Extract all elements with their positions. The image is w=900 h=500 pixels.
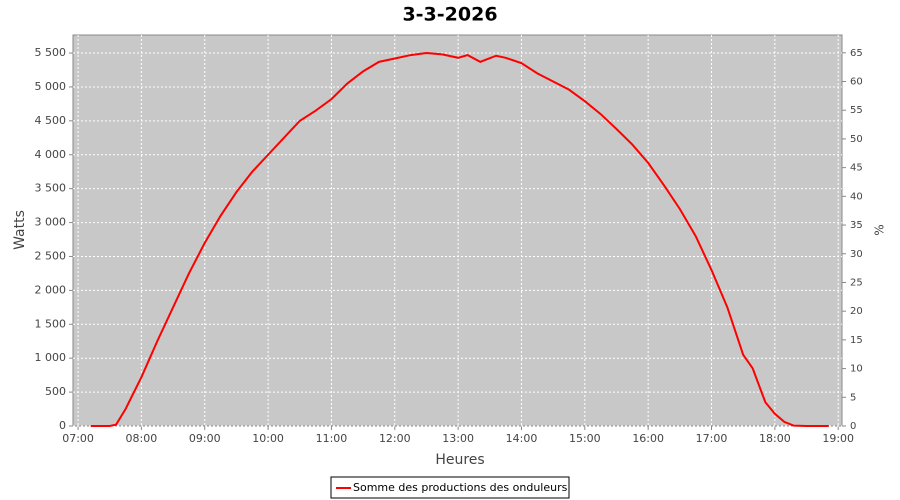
y-tick-label: 1 000: [35, 351, 67, 364]
y-tick-label: 2 500: [35, 249, 67, 262]
x-axis-label: Heures: [435, 452, 484, 468]
x-tick-label: 15:00: [569, 432, 601, 445]
plot-area: [72, 34, 843, 427]
y-tick-label: 3 000: [35, 216, 67, 229]
y2-tick-label: 40: [850, 191, 863, 202]
y2-tick-label: 35: [850, 220, 863, 231]
y2-tick-label: 45: [850, 163, 863, 174]
x-tick-label: 18:00: [759, 432, 791, 445]
y2-tick-label: 25: [850, 277, 863, 288]
y2-tick-label: 65: [850, 48, 863, 59]
y2-tick-label: 10: [850, 364, 863, 375]
y2-tick-label: 20: [850, 306, 863, 317]
x-tick-label: 19:00: [822, 432, 854, 445]
y2-axis-label: %: [873, 224, 887, 235]
y2-tick-label: 15: [850, 335, 863, 346]
y-tick-label: 5 000: [35, 80, 67, 93]
y-tick-label: 500: [45, 385, 66, 398]
chart-title: 3-3-2026: [402, 4, 497, 26]
legend-label: Somme des productions des onduleurs: [353, 481, 568, 494]
x-tick-label: 10:00: [252, 432, 284, 445]
y2-tick-label: 60: [850, 77, 863, 88]
x-tick-label: 17:00: [696, 432, 728, 445]
y-tick-label: 4 500: [35, 114, 67, 127]
y2-tick-label: 30: [850, 249, 863, 260]
x-tick-label: 14:00: [506, 432, 538, 445]
legend-box: [330, 476, 570, 499]
x-tick-label: 13:00: [442, 432, 474, 445]
y-tick-label: 1 500: [35, 317, 67, 330]
y2-tick-label: 0: [850, 421, 856, 432]
y2-tick-label: 5: [850, 392, 856, 403]
x-tick-label: 12:00: [379, 432, 411, 445]
x-tick-label: 07:00: [62, 432, 94, 445]
y-tick-label: 2 000: [35, 283, 67, 296]
x-tick-label: 11:00: [316, 432, 348, 445]
y-tick-label: 0: [59, 419, 66, 432]
y2-tick-label: 55: [850, 105, 863, 116]
x-tick-label: 08:00: [126, 432, 158, 445]
x-tick-label: 09:00: [189, 432, 221, 445]
y-tick-label: 3 500: [35, 182, 67, 195]
y-axis-label: Watts: [12, 210, 28, 250]
series-line: [90, 52, 829, 427]
y-tick-label: 5 500: [35, 46, 67, 59]
x-tick-label: 16:00: [632, 432, 664, 445]
y2-tick-label: 50: [850, 134, 863, 145]
y-tick-label: 4 000: [35, 148, 67, 161]
